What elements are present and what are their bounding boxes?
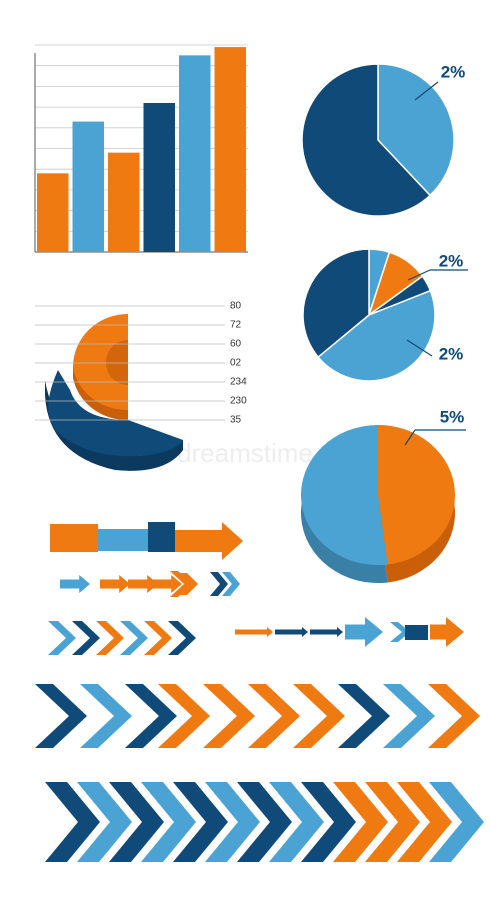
annotation-leader xyxy=(407,269,431,281)
chevron xyxy=(429,782,484,862)
chevron xyxy=(203,684,255,748)
arrow xyxy=(152,575,182,593)
pie-slice xyxy=(301,63,432,217)
tick-label: 230 xyxy=(230,396,247,407)
annotation-leader xyxy=(404,429,416,446)
chevron xyxy=(48,621,76,655)
annotation: 2% xyxy=(441,62,466,81)
arrow xyxy=(60,575,90,593)
bar xyxy=(179,55,211,252)
chevron xyxy=(168,621,196,655)
chevron xyxy=(96,621,124,655)
bar xyxy=(214,47,246,252)
tick-label: 234 xyxy=(230,377,247,388)
chevron xyxy=(141,782,196,862)
arrow-block xyxy=(50,524,98,552)
tick-label: 80 xyxy=(230,301,242,312)
arrow-block xyxy=(98,529,148,551)
chevron xyxy=(333,782,388,862)
chevron xyxy=(144,621,172,655)
arrow xyxy=(430,617,464,647)
tick-label: 72 xyxy=(230,320,242,331)
chevron xyxy=(428,684,480,748)
crescent-side xyxy=(45,380,183,471)
tick-label: 02 xyxy=(230,358,242,369)
annotation-leader xyxy=(414,81,439,101)
chevron xyxy=(80,684,132,748)
chevron xyxy=(109,782,164,862)
chevron xyxy=(222,572,240,596)
arrow xyxy=(235,627,273,637)
chevron xyxy=(120,621,148,655)
chevron xyxy=(248,684,300,748)
arrow xyxy=(275,627,308,637)
chevron xyxy=(45,782,100,862)
arrow xyxy=(345,617,383,647)
chevron xyxy=(293,684,345,748)
crescent xyxy=(48,370,183,457)
chevron xyxy=(365,782,420,862)
chevron xyxy=(170,571,192,597)
tick-label: 60 xyxy=(230,339,242,350)
pie-slice xyxy=(377,63,455,197)
chevron xyxy=(173,782,228,862)
chevron xyxy=(338,684,390,748)
pie-slice xyxy=(317,289,436,382)
chevron xyxy=(237,782,292,862)
bar xyxy=(72,121,104,252)
chevron xyxy=(180,573,198,595)
pie-slice xyxy=(378,425,455,565)
chevron xyxy=(397,782,452,862)
half-disc xyxy=(73,314,128,411)
chevron xyxy=(35,684,87,748)
chevron xyxy=(77,782,132,862)
chevron xyxy=(210,572,228,596)
annotation: 2% xyxy=(439,344,464,363)
chevron xyxy=(158,684,210,748)
annotation: 2% xyxy=(439,251,464,270)
bar xyxy=(108,152,140,252)
watermark: dreamstime xyxy=(177,438,313,468)
chevron xyxy=(72,621,100,655)
pie-slice xyxy=(302,248,370,359)
arrow-head xyxy=(175,522,243,560)
chevron xyxy=(301,782,356,862)
arrow xyxy=(128,575,158,593)
annotation: 5% xyxy=(440,407,465,426)
chevron xyxy=(125,684,177,748)
chevron xyxy=(269,782,324,862)
arrow xyxy=(100,575,130,593)
annotation-leader xyxy=(406,339,433,357)
arrow-block xyxy=(148,522,175,552)
bar xyxy=(143,102,175,253)
half-disc-inner xyxy=(105,340,128,386)
arrow xyxy=(405,625,428,640)
pie-slice xyxy=(300,425,388,566)
arrow xyxy=(310,627,343,637)
chevron xyxy=(205,782,260,862)
bar xyxy=(37,173,69,252)
tick-label: 35 xyxy=(230,415,242,426)
chevron xyxy=(383,684,435,748)
